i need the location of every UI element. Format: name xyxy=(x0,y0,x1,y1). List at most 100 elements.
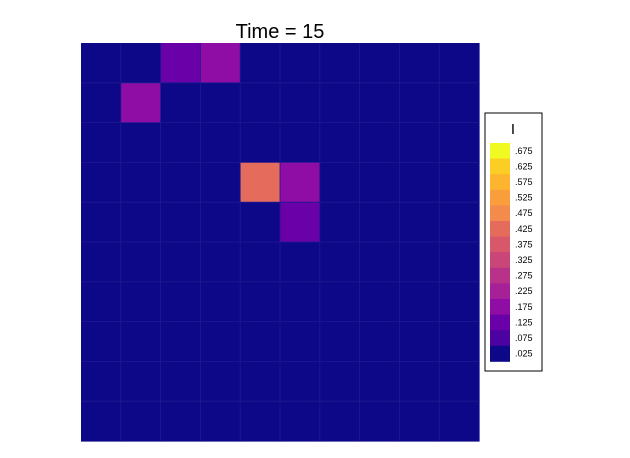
heatmap-cell xyxy=(280,122,321,163)
heatmap-cell xyxy=(200,321,241,362)
heatmap-cell xyxy=(200,202,241,243)
legend-label: .525 xyxy=(515,193,533,203)
heatmap-cell xyxy=(81,321,122,362)
legend-label: .175 xyxy=(515,302,533,312)
heatmap-cell xyxy=(120,401,162,442)
heatmap-cell xyxy=(120,82,162,124)
heatmap-cell xyxy=(200,162,241,203)
heatmap-cell xyxy=(359,122,400,163)
heatmap-cell xyxy=(319,281,361,323)
heatmap-cell xyxy=(359,43,400,84)
heatmap-cell xyxy=(240,361,281,402)
heatmap-cell xyxy=(120,122,162,163)
legend-label: .575 xyxy=(515,177,533,187)
heatmap-cell xyxy=(319,242,361,283)
heatmap-cell xyxy=(81,401,122,442)
legend-swatch xyxy=(490,252,510,269)
heatmap-cell xyxy=(200,82,241,124)
heatmap-cell xyxy=(280,82,321,124)
legend-swatches xyxy=(490,143,510,362)
heatmap-cell xyxy=(160,82,201,124)
heatmap-cell xyxy=(439,122,480,163)
heatmap-cell xyxy=(81,202,122,243)
heatmap-cell xyxy=(319,401,361,442)
heatmap-cell xyxy=(200,242,241,283)
heatmap-cell xyxy=(160,162,201,203)
legend-swatch xyxy=(490,205,510,222)
heatmap-cell xyxy=(240,401,281,442)
heatmap-cell xyxy=(439,162,480,203)
legend-swatch xyxy=(490,345,510,362)
heatmap-cell xyxy=(240,321,281,362)
heatmap-cell xyxy=(240,43,281,84)
heatmap-cell xyxy=(280,321,321,362)
heatmap-cell xyxy=(439,202,480,243)
legend-swatch xyxy=(490,221,510,237)
heatmap-cell xyxy=(81,43,122,84)
legend-label: .375 xyxy=(515,239,533,249)
heatmap-cell xyxy=(399,43,440,84)
legend-labels: .675 .625 .575 .525 .475 .425 .375 .325 .275 .225… xyxy=(515,146,533,359)
heatmap-cell xyxy=(399,401,440,442)
heatmap-cell xyxy=(160,122,201,163)
heatmap-cell xyxy=(359,202,400,243)
legend-label: .225 xyxy=(515,286,533,296)
heatmap-cell xyxy=(81,361,122,402)
heatmap-cell xyxy=(359,361,400,402)
heatmap-cell xyxy=(359,401,400,442)
heatmap-cell xyxy=(160,43,201,84)
heatmap-cell xyxy=(120,361,162,402)
heatmap-cell xyxy=(439,82,480,124)
heatmap-cell xyxy=(280,361,321,402)
heatmap-cell xyxy=(200,361,241,402)
heatmap-cell xyxy=(160,321,201,362)
heatmap-cell xyxy=(81,82,122,124)
legend-title: I xyxy=(511,121,515,138)
heatmap-cell xyxy=(359,242,400,283)
heatmap-cell xyxy=(240,202,281,243)
heatmap-cell xyxy=(240,122,281,163)
legend-swatch xyxy=(490,236,510,253)
heatmap-cell xyxy=(359,321,400,362)
heatmap-cell xyxy=(399,202,440,243)
heatmap-cell xyxy=(280,242,321,283)
legend-swatch xyxy=(490,189,510,206)
legend-label: .125 xyxy=(515,317,533,327)
heatmap-cell xyxy=(120,281,162,323)
heatmap-cell xyxy=(319,321,361,362)
heatmap-cell xyxy=(319,162,361,203)
heatmap-cell xyxy=(200,43,241,84)
heatmap-cell xyxy=(399,242,440,283)
heatmap-cell xyxy=(280,43,321,84)
grid-lines xyxy=(81,43,479,441)
legend-label: .075 xyxy=(515,333,533,343)
legend-label: .425 xyxy=(515,224,533,234)
heatmap-cell xyxy=(200,122,241,163)
heatmap-cell xyxy=(120,162,162,203)
heatmap-cell xyxy=(160,202,201,243)
heatmap-cell xyxy=(439,43,480,84)
heatmap-cell xyxy=(160,361,201,402)
heatmap-cell xyxy=(240,162,281,203)
legend-label: .675 xyxy=(515,146,533,156)
heatmap-cell xyxy=(81,162,122,203)
chart-title: Time = 15 xyxy=(236,21,325,43)
legend-swatch xyxy=(490,299,510,315)
heatmap-cell xyxy=(160,281,201,323)
heatmap-cell xyxy=(200,281,241,323)
heatmap-cell xyxy=(120,43,162,84)
legend-swatch xyxy=(490,330,510,347)
heatmap-cell xyxy=(319,82,361,124)
heatmap-cell xyxy=(319,361,361,402)
legend-label: .325 xyxy=(515,255,533,265)
heatmap-cell xyxy=(280,162,321,203)
legend-swatch xyxy=(490,267,510,284)
heatmap-cell xyxy=(319,122,361,163)
legend-label: .475 xyxy=(515,208,533,218)
heatmap-cell xyxy=(359,82,400,124)
heatmap-cell xyxy=(399,82,440,124)
heatmap-cell xyxy=(240,281,281,323)
heatmap-cell xyxy=(399,281,440,323)
legend-swatch xyxy=(490,143,510,159)
